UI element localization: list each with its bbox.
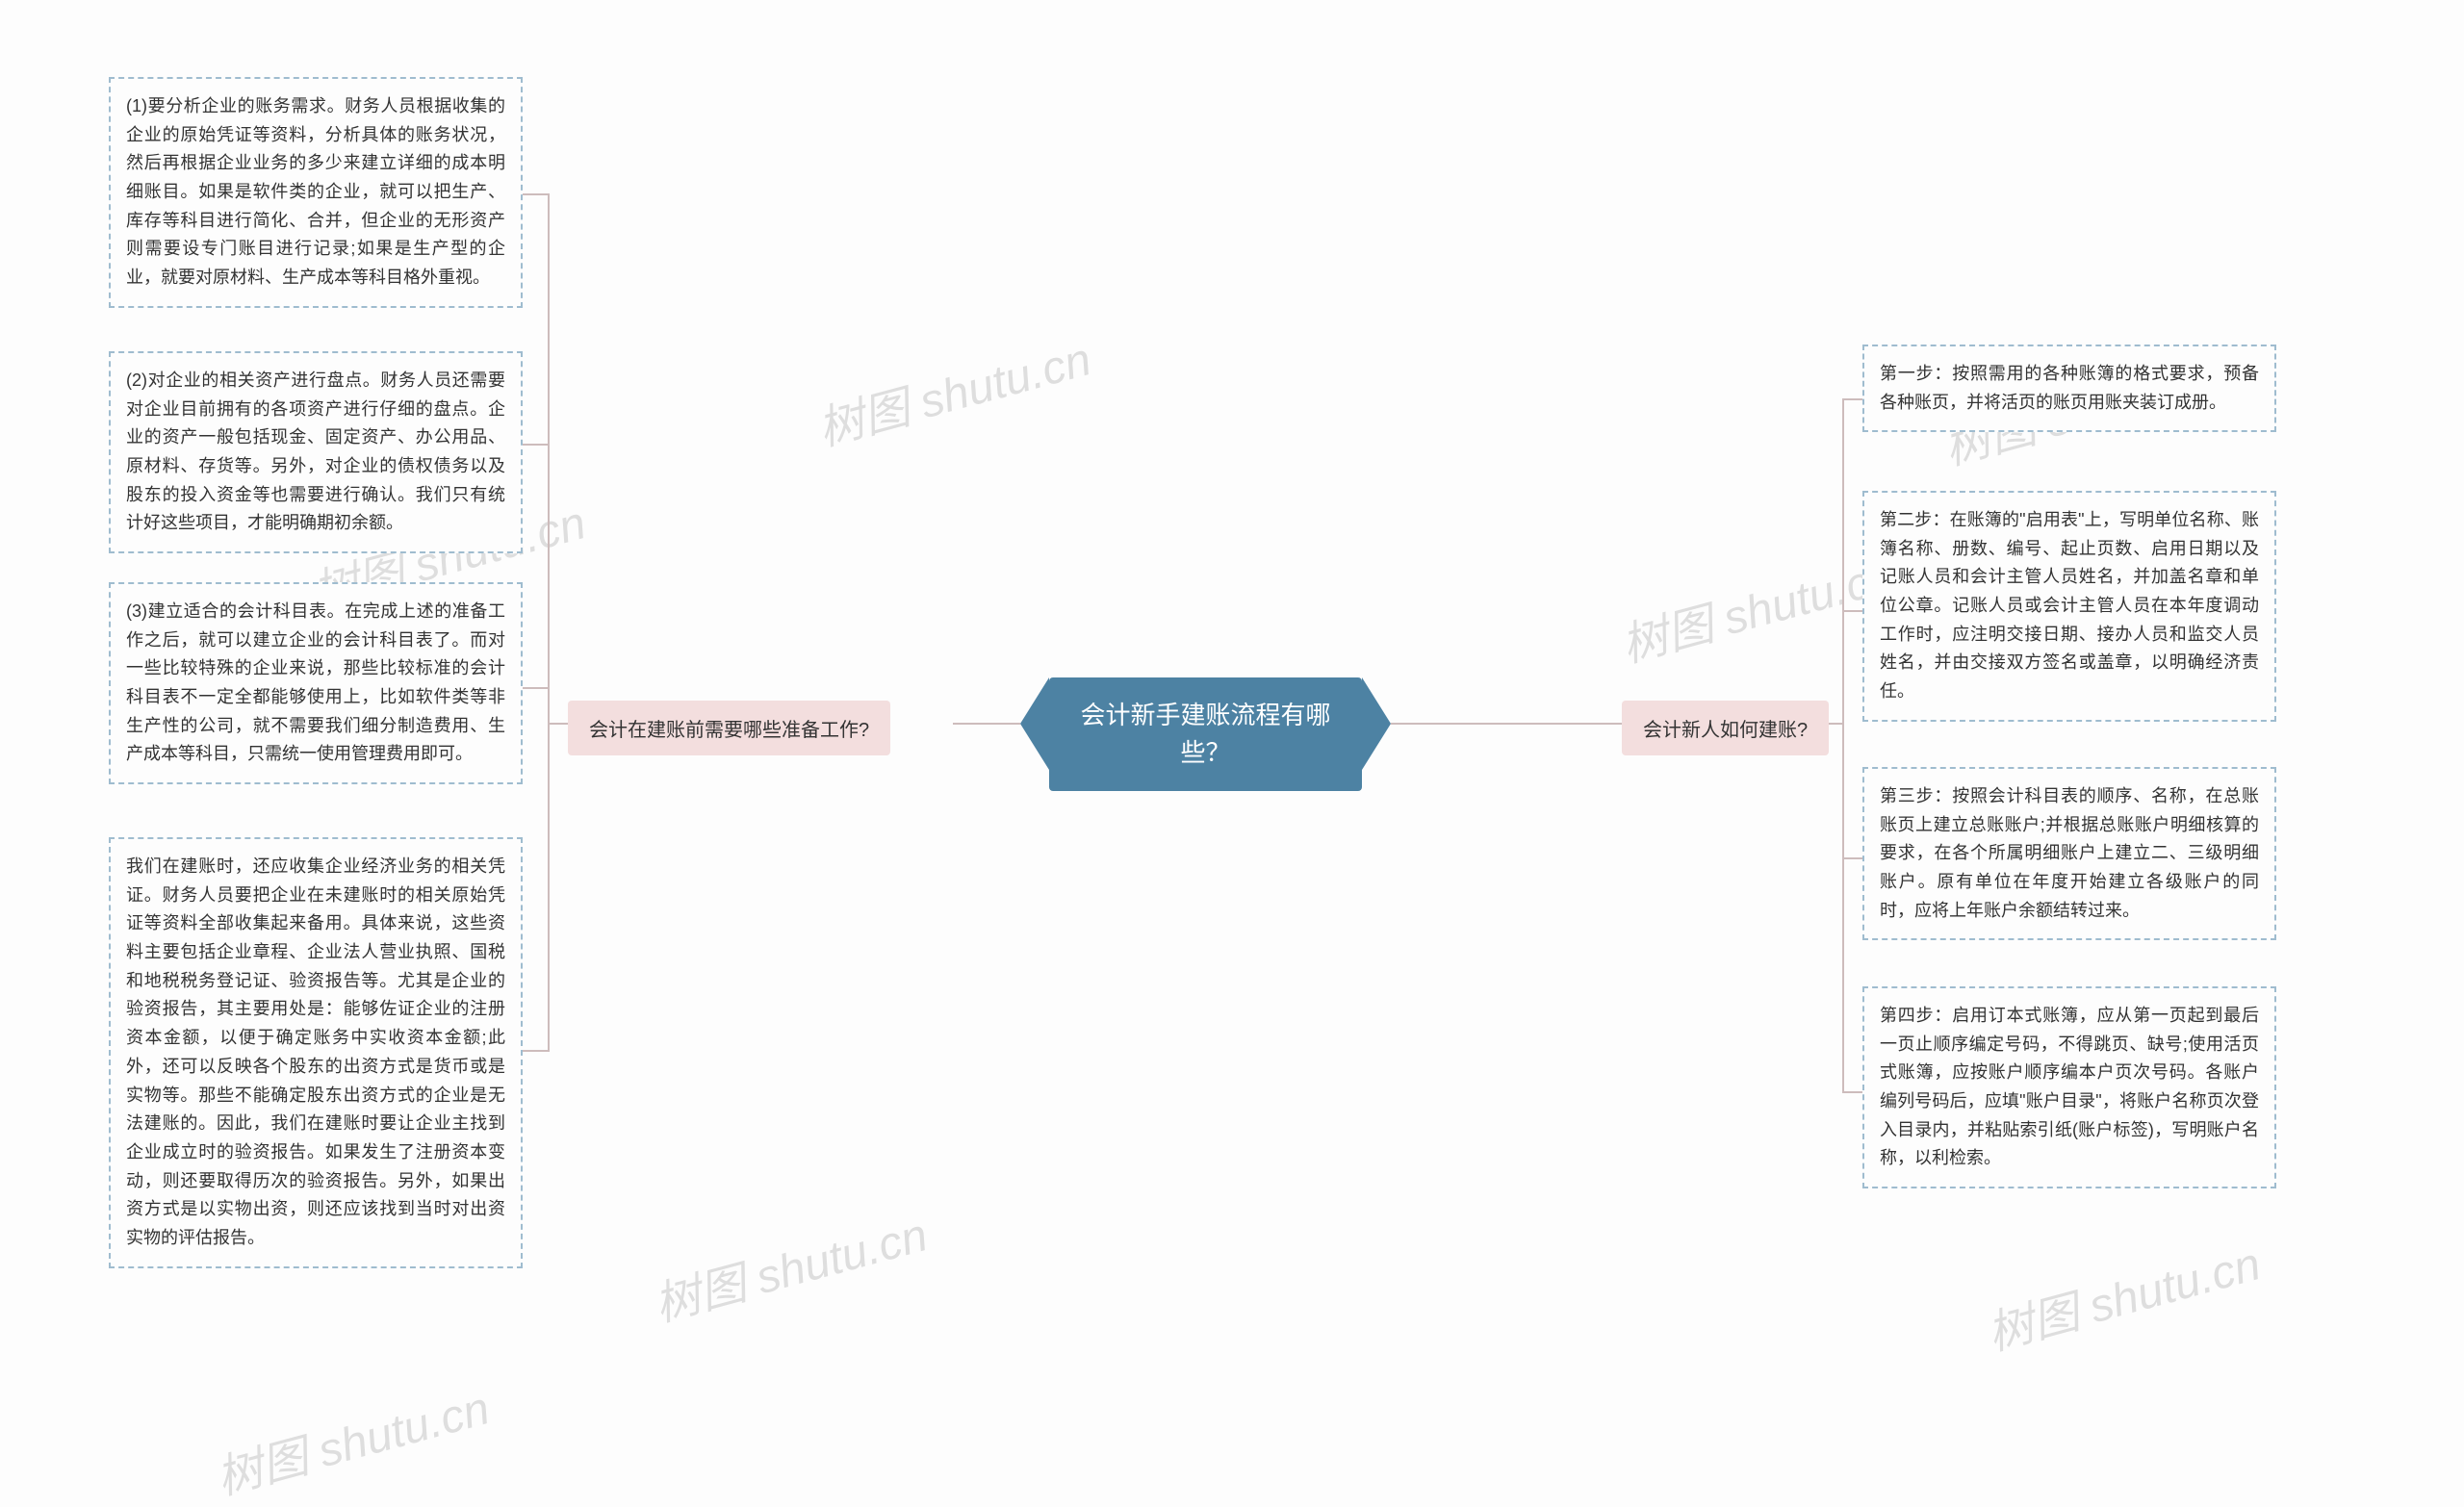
left-branch-label: 会计在建账前需要哪些准备工作?: [589, 720, 869, 741]
watermark: 树图 shutu.cn: [1613, 538, 1901, 676]
watermark: 树图 shutu.cn: [208, 1370, 496, 1507]
watermark: 树图 shutu.cn: [809, 321, 1097, 459]
leaf-text: 第四步：启用订本式账簿，应从第一页起到最后一页止顺序编定号码，不得跳页、缺号;使…: [1880, 1006, 2259, 1167]
right-leaf[interactable]: 第三步：按照会计科目表的顺序、名称，在总账账页上建立总账账户;并根据总账账户明细…: [1862, 767, 2276, 940]
right-branch[interactable]: 会计新人如何建账?: [1622, 701, 1829, 755]
left-branch[interactable]: 会计在建账前需要哪些准备工作?: [568, 701, 890, 755]
leaf-text: (3)建立适合的会计科目表。在完成上述的准备工作之后，就可以建立企业的会计科目表…: [126, 601, 505, 763]
right-leaf[interactable]: 第二步：在账簿的"启用表"上，写明单位名称、账簿名称、册数、编号、起止页数、启用…: [1862, 491, 2276, 722]
right-leaf[interactable]: 第一步：按照需用的各种账簿的格式要求，预备各种账页，并将活页的账页用账夹装订成册…: [1862, 345, 2276, 432]
leaf-text: 第二步：在账簿的"启用表"上，写明单位名称、账簿名称、册数、编号、起止页数、启用…: [1880, 510, 2259, 701]
left-leaf[interactable]: 我们在建账时，还应收集企业经济业务的相关凭证。财务人员要把企业在未建账时的相关原…: [109, 837, 523, 1268]
center-topic[interactable]: 会计新手建账流程有哪些？: [1049, 677, 1362, 791]
left-leaf[interactable]: (2)对企业的相关资产进行盘点。财务人员还需要对企业目前拥有的各项资产进行仔细的…: [109, 351, 523, 553]
watermark: 树图 shutu.cn: [1979, 1226, 2267, 1364]
leaf-text: 第三步：按照会计科目表的顺序、名称，在总账账页上建立总账账户;并根据总账账户明细…: [1880, 786, 2259, 920]
leaf-text: 我们在建账时，还应收集企业经济业务的相关凭证。财务人员要把企业在未建账时的相关原…: [126, 856, 505, 1247]
watermark: 树图 shutu.cn: [646, 1197, 934, 1335]
leaf-text: 第一步：按照需用的各种账簿的格式要求，预备各种账页，并将活页的账页用账夹装订成册…: [1880, 364, 2259, 412]
right-leaf[interactable]: 第四步：启用订本式账簿，应从第一页起到最后一页止顺序编定号码，不得跳页、缺号;使…: [1862, 986, 2276, 1188]
leaf-text: (2)对企业的相关资产进行盘点。财务人员还需要对企业目前拥有的各项资产进行仔细的…: [126, 370, 505, 532]
center-topic-label: 会计新手建账流程有哪些？: [1080, 701, 1330, 767]
mindmap-canvas: 树图 shutu.cn 树图 shutu.cn 树图 shutu.cn 树图 s…: [0, 0, 2464, 1449]
leaf-text: (1)要分析企业的账务需求。财务人员根据收集的企业的原始凭证等资料，分析具体的账…: [126, 96, 505, 287]
left-leaf[interactable]: (3)建立适合的会计科目表。在完成上述的准备工作之后，就可以建立企业的会计科目表…: [109, 582, 523, 784]
left-leaf[interactable]: (1)要分析企业的账务需求。财务人员根据收集的企业的原始凭证等资料，分析具体的账…: [109, 77, 523, 308]
right-branch-label: 会计新人如何建账?: [1643, 720, 1808, 741]
